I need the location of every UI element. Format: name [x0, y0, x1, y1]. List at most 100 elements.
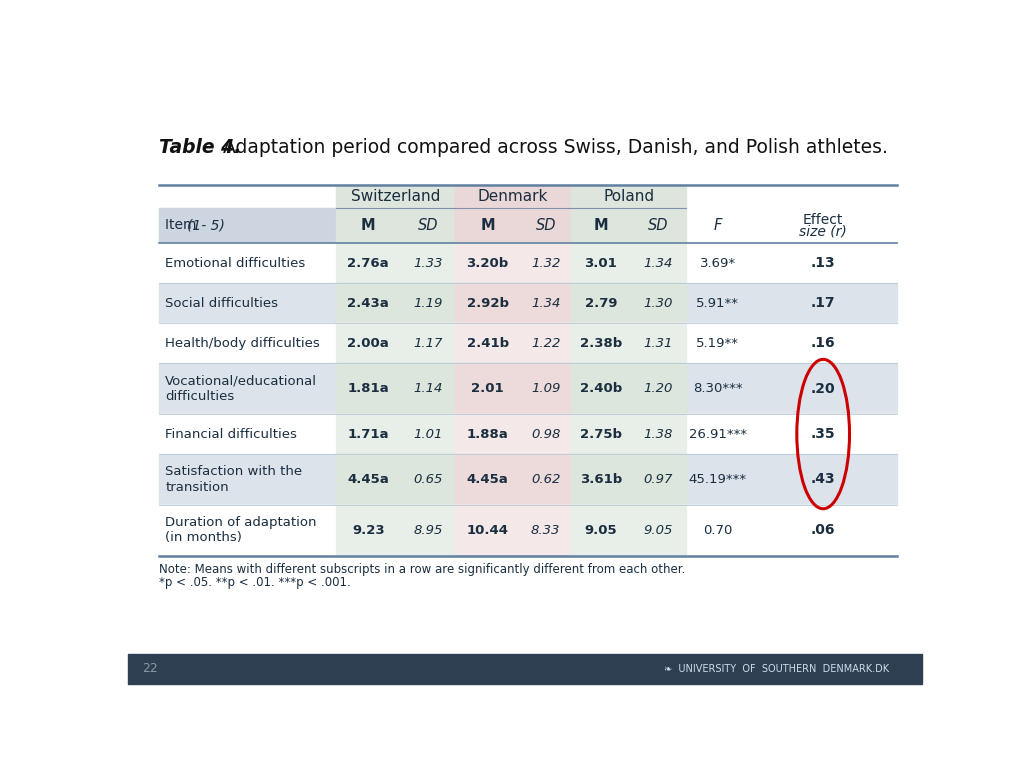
- Text: Duration of adaptation: Duration of adaptation: [165, 516, 316, 529]
- Text: 1.30: 1.30: [643, 296, 673, 310]
- Text: 5.91**: 5.91**: [696, 296, 739, 310]
- Text: 2.43a: 2.43a: [347, 296, 389, 310]
- Bar: [159, 207, 336, 243]
- Bar: [571, 505, 686, 556]
- Text: 2.01: 2.01: [471, 382, 504, 395]
- Text: 1.34: 1.34: [643, 257, 673, 270]
- Text: Denmark: Denmark: [478, 189, 549, 204]
- Text: 1.14: 1.14: [414, 382, 442, 395]
- Bar: [159, 243, 897, 283]
- Bar: [336, 505, 455, 556]
- Bar: [128, 654, 922, 684]
- Text: size (r): size (r): [800, 225, 847, 239]
- Text: 1.81a: 1.81a: [347, 382, 389, 395]
- Text: 4.45a: 4.45a: [467, 473, 509, 486]
- Text: 22: 22: [142, 662, 158, 675]
- Text: 1.09: 1.09: [531, 382, 560, 395]
- Bar: [455, 243, 571, 283]
- Text: (1- 5): (1- 5): [187, 218, 225, 233]
- Bar: [336, 363, 455, 414]
- Text: 1.34: 1.34: [531, 296, 560, 310]
- Text: 10.44: 10.44: [467, 524, 509, 537]
- Text: .35: .35: [811, 427, 836, 441]
- Text: 3.20b: 3.20b: [467, 257, 509, 270]
- Bar: [336, 243, 455, 283]
- Text: difficulties: difficulties: [165, 389, 234, 402]
- Text: SD: SD: [536, 218, 556, 233]
- Text: SD: SD: [648, 218, 669, 233]
- Bar: [455, 414, 571, 454]
- Text: M: M: [360, 218, 376, 233]
- Bar: [571, 363, 686, 414]
- Text: 5.19**: 5.19**: [696, 336, 739, 349]
- Text: 26.91***: 26.91***: [689, 428, 746, 441]
- Text: Switzerland: Switzerland: [350, 189, 440, 204]
- Text: Vocational/educational: Vocational/educational: [165, 375, 317, 388]
- Text: 3.61b: 3.61b: [580, 473, 622, 486]
- Bar: [336, 207, 455, 243]
- Text: 2.92b: 2.92b: [467, 296, 509, 310]
- Bar: [336, 283, 455, 323]
- Text: .20: .20: [811, 382, 836, 396]
- Text: M: M: [480, 218, 495, 233]
- Text: Poland: Poland: [603, 189, 654, 204]
- Bar: [159, 323, 897, 363]
- Bar: [336, 184, 455, 207]
- Bar: [571, 184, 686, 207]
- Bar: [571, 323, 686, 363]
- Text: 2.79: 2.79: [585, 296, 617, 310]
- Text: Emotional difficulties: Emotional difficulties: [165, 257, 305, 270]
- Bar: [159, 414, 897, 454]
- Text: .13: .13: [811, 256, 836, 270]
- Text: ❧  UNIVERSITY  OF  SOUTHERN  DENMARK.DK: ❧ UNIVERSITY OF SOUTHERN DENMARK.DK: [664, 664, 889, 674]
- Text: 1.01: 1.01: [414, 428, 442, 441]
- Text: F: F: [714, 218, 722, 233]
- Text: Financial difficulties: Financial difficulties: [165, 428, 297, 441]
- Text: 8.30***: 8.30***: [693, 382, 742, 395]
- Text: 2.76a: 2.76a: [347, 257, 389, 270]
- Bar: [336, 323, 455, 363]
- Text: 3.01: 3.01: [585, 257, 617, 270]
- Bar: [571, 207, 686, 243]
- Bar: [571, 454, 686, 505]
- Text: Item: Item: [165, 218, 201, 233]
- Text: .17: .17: [811, 296, 836, 310]
- Text: 9.05: 9.05: [643, 524, 673, 537]
- Text: 8.95: 8.95: [414, 524, 442, 537]
- Text: Note: Means with different subscripts in a row are significantly different from : Note: Means with different subscripts in…: [159, 564, 685, 577]
- Text: 9.05: 9.05: [585, 524, 617, 537]
- Text: .43: .43: [811, 472, 836, 486]
- Text: Effect: Effect: [803, 213, 844, 227]
- Text: 1.32: 1.32: [531, 257, 560, 270]
- Bar: [336, 414, 455, 454]
- Text: Social difficulties: Social difficulties: [165, 296, 279, 310]
- Text: 3.69*: 3.69*: [699, 257, 736, 270]
- Bar: [455, 283, 571, 323]
- Text: Health/body difficulties: Health/body difficulties: [165, 336, 319, 349]
- Bar: [571, 414, 686, 454]
- Text: 2.00a: 2.00a: [347, 336, 389, 349]
- Text: .06: .06: [811, 523, 836, 538]
- Text: 2.75b: 2.75b: [580, 428, 622, 441]
- Text: 1.88a: 1.88a: [467, 428, 509, 441]
- Text: 0.70: 0.70: [703, 524, 732, 537]
- Text: *p < .05. **p < .01. ***p < .001.: *p < .05. **p < .01. ***p < .001.: [159, 577, 351, 590]
- Bar: [571, 283, 686, 323]
- Text: (in months): (in months): [165, 531, 242, 545]
- Text: Table 4.: Table 4.: [159, 138, 242, 157]
- Bar: [336, 454, 455, 505]
- Bar: [455, 505, 571, 556]
- Text: 0.98: 0.98: [531, 428, 560, 441]
- Text: 2.41b: 2.41b: [467, 336, 509, 349]
- Text: 1.17: 1.17: [414, 336, 442, 349]
- Bar: [455, 184, 571, 207]
- Text: .16: .16: [811, 336, 836, 350]
- Text: Adaptation period compared across Swiss, Danish, and Polish athletes.: Adaptation period compared across Swiss,…: [217, 138, 888, 157]
- Text: 9.23: 9.23: [352, 524, 385, 537]
- Text: 2.38b: 2.38b: [580, 336, 622, 349]
- Bar: [159, 283, 897, 323]
- Bar: [159, 505, 897, 556]
- Bar: [159, 454, 897, 505]
- Text: 1.71a: 1.71a: [347, 428, 389, 441]
- Text: 8.33: 8.33: [531, 524, 560, 537]
